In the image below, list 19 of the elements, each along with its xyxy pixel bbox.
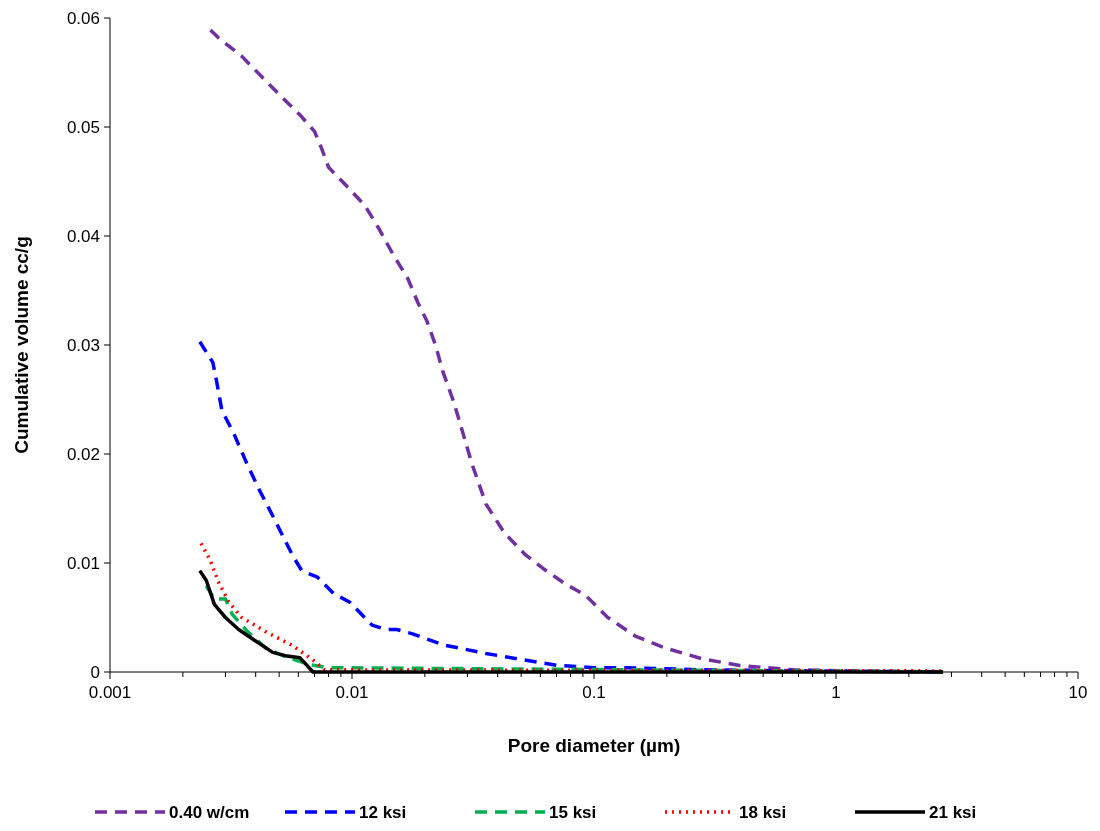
legend-label: 15 ksi [549, 802, 597, 822]
legend-label: 12 ksi [359, 802, 407, 822]
y-tick-label: 0.03 [66, 335, 100, 355]
legend-label: 0.40 w/cm [169, 802, 250, 822]
x-tick-label: 1 [831, 683, 841, 702]
y-tick-label: 0 [90, 662, 100, 682]
y-tick-label: 0.05 [66, 117, 100, 137]
y-tick-label: 0.02 [66, 444, 100, 464]
y-tick-label: 0.04 [66, 226, 100, 246]
y-axis-title: Cumulative volume cc/g [11, 236, 32, 454]
x-tick-label: 0.1 [582, 683, 606, 702]
y-tick-label: 0.01 [66, 553, 100, 573]
y-tick-label: 0.06 [66, 8, 100, 28]
legend-label: 21 ksi [929, 802, 977, 822]
legend-label: 18 ksi [739, 802, 787, 822]
x-tick-label: 10 [1068, 683, 1088, 702]
x-axis-title: Pore diameter (µm) [507, 735, 681, 756]
x-tick-label: 0.01 [335, 683, 369, 702]
x-tick-label: 0.001 [88, 683, 132, 702]
